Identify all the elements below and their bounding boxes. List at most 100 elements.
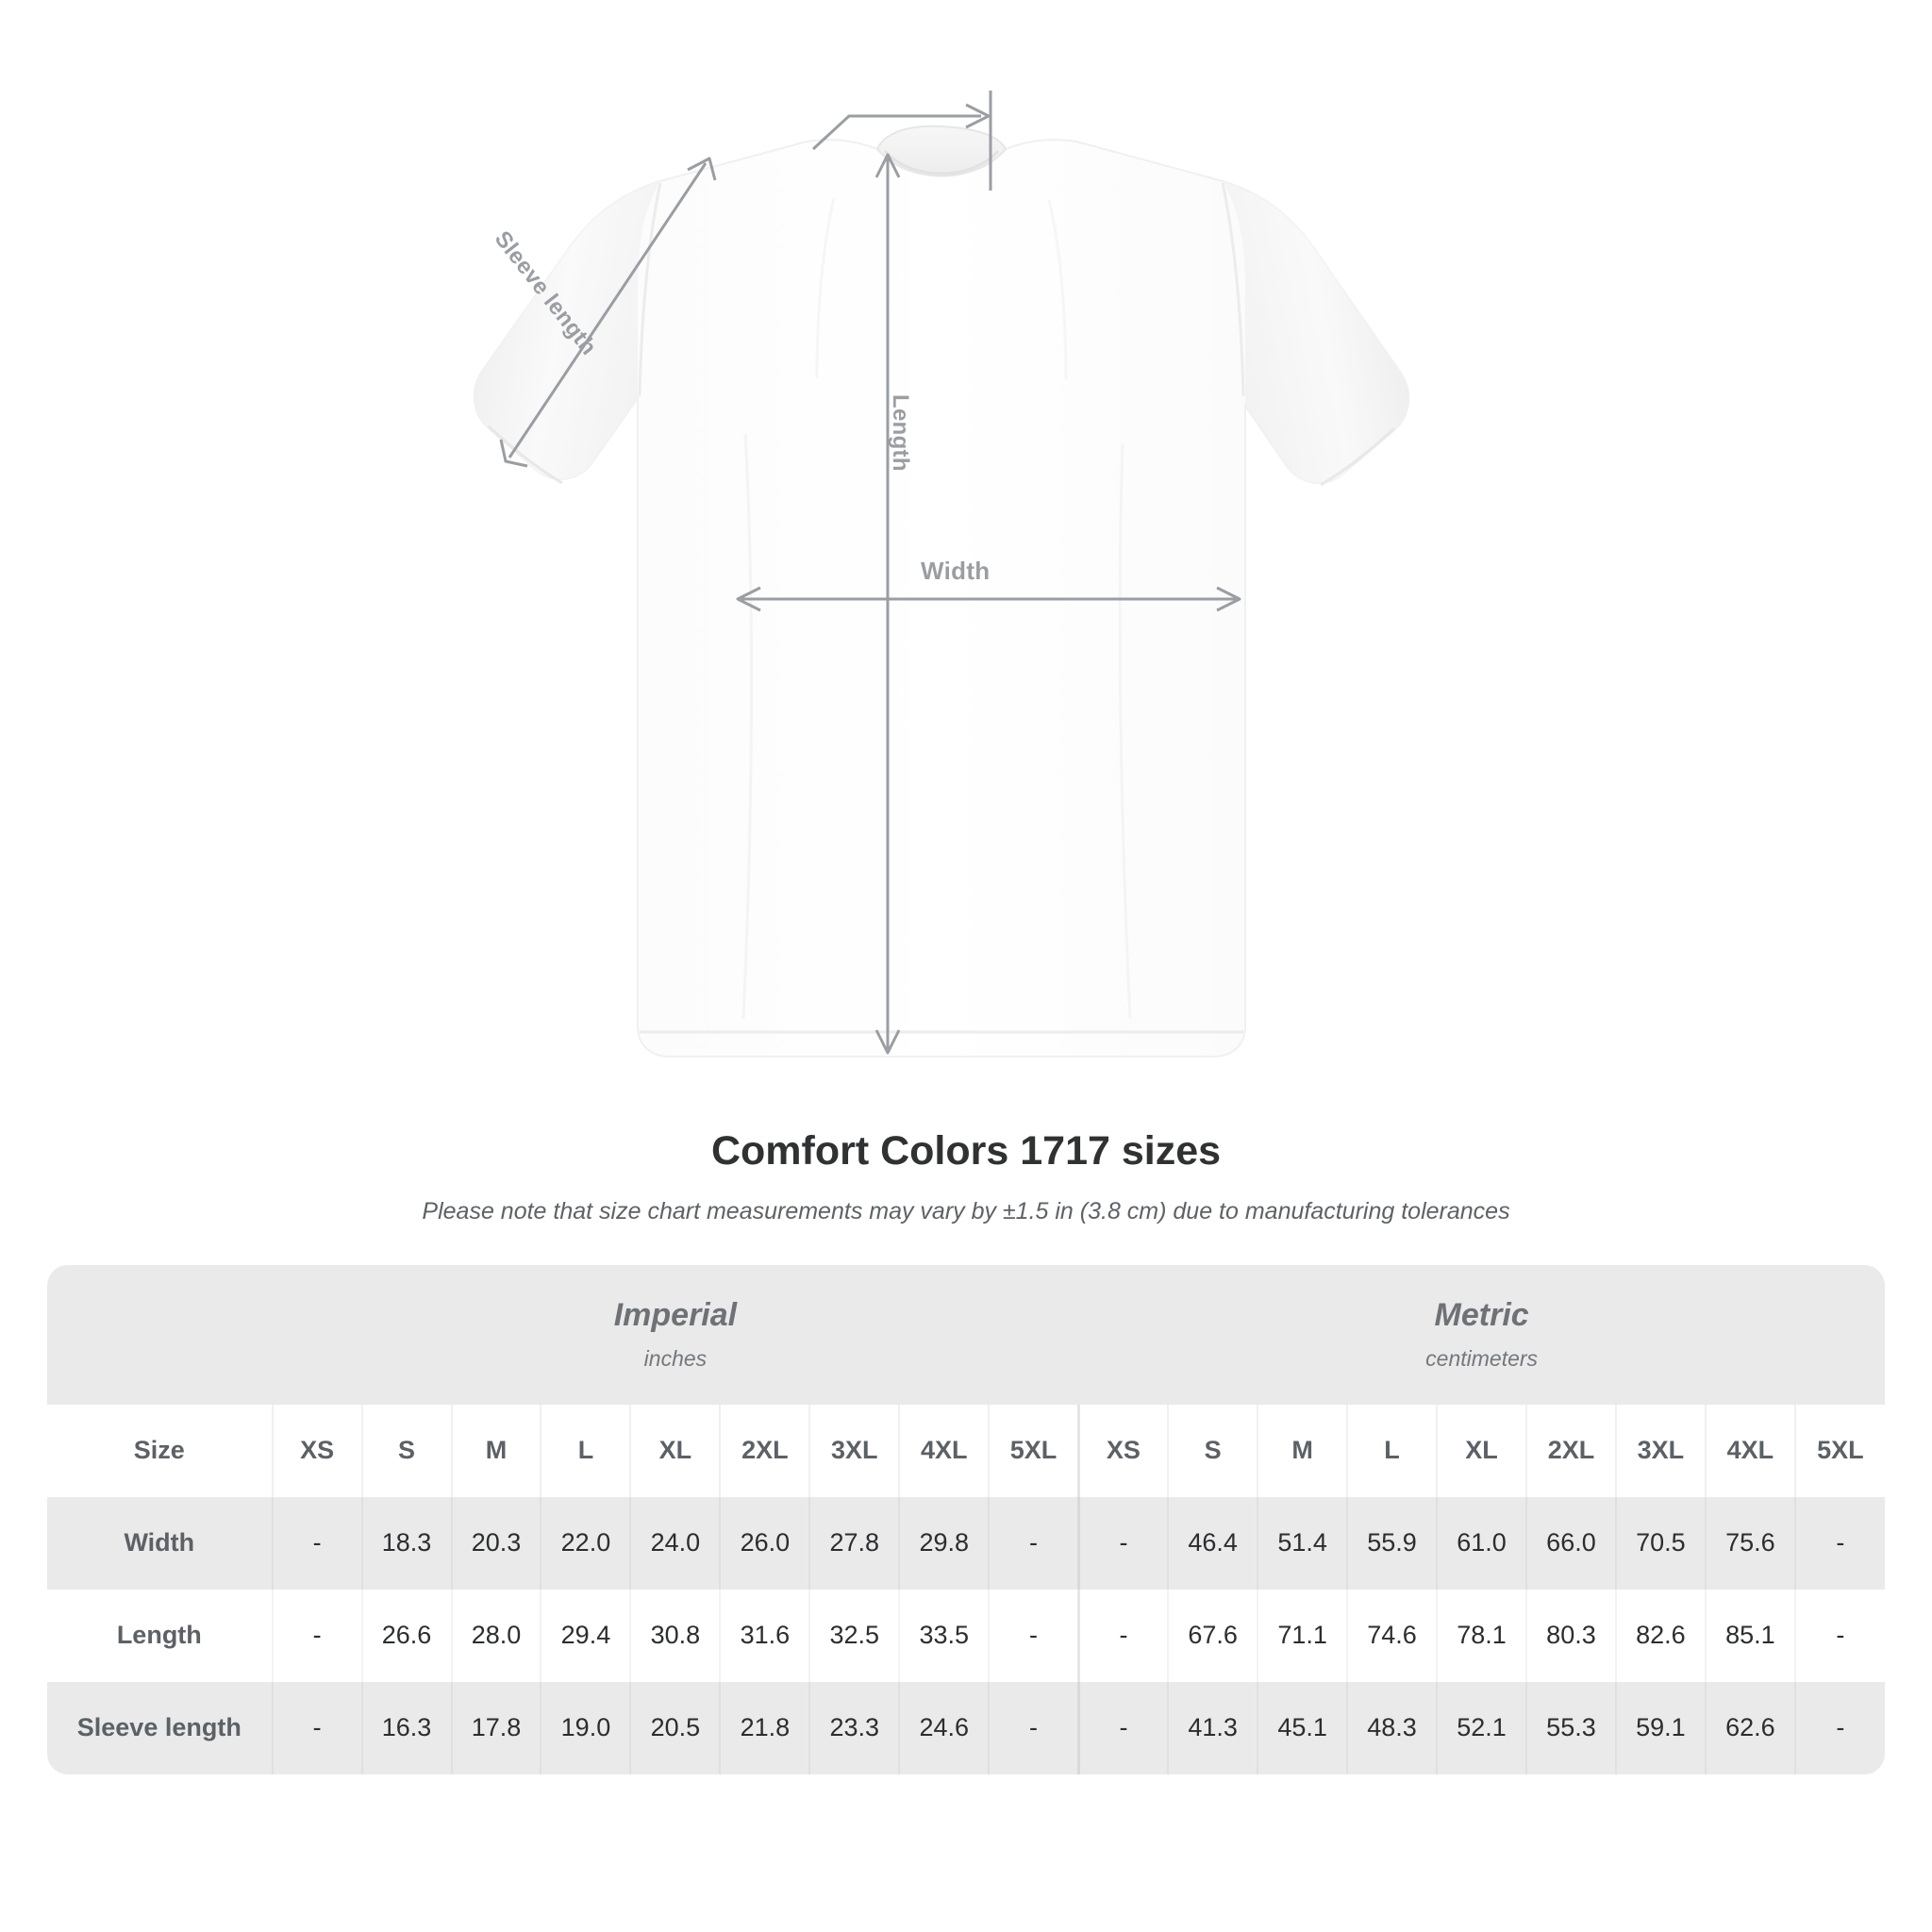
cell-width-imperial-4xl: 29.8	[898, 1496, 990, 1590]
cell-width-imperial-3xl: 27.8	[808, 1496, 900, 1590]
cell-width-metric-xs: -	[1076, 1496, 1169, 1590]
row-label-length: Length	[47, 1589, 273, 1682]
size-header-metric-xs: XS	[1076, 1404, 1169, 1497]
row-label-sleeve-length: Sleeve length	[47, 1681, 273, 1774]
cell-sleeve-imperial-m: 17.8	[450, 1681, 541, 1774]
size-header-imperial-xl: XL	[629, 1404, 721, 1497]
cell-length-imperial-4xl: 33.5	[898, 1589, 990, 1682]
table-row: Width - 18.3 20.3 22.0 24.0 26.0 27.8 29…	[47, 1496, 1885, 1590]
size-header-metric-xl: XL	[1436, 1404, 1526, 1497]
tshirt-illustration	[473, 91, 1410, 1058]
cell-length-metric-3xl: 82.6	[1614, 1589, 1706, 1682]
cell-length-metric-xl: 78.1	[1436, 1589, 1526, 1682]
sleeve-length-arrow	[499, 157, 717, 468]
page-title: Comfort Colors 1717 sizes	[710, 1128, 1222, 1174]
cell-length-imperial-2xl: 31.6	[719, 1589, 810, 1682]
size-chart-header: Comfort Colors 1717 sizes Please note th…	[0, 1127, 1932, 1225]
cell-sleeve-metric-xl: 52.1	[1436, 1681, 1526, 1774]
cell-sleeve-imperial-5xl: -	[988, 1681, 1079, 1774]
cell-sleeve-imperial-xl: 20.5	[629, 1681, 721, 1774]
cell-width-metric-s: 46.4	[1167, 1496, 1258, 1590]
cell-width-metric-m: 51.4	[1257, 1496, 1348, 1590]
cell-sleeve-imperial-4xl: 24.6	[898, 1681, 990, 1774]
unit-group-imperial: Imperial inches	[272, 1264, 1079, 1405]
size-column-header: Size	[47, 1404, 273, 1497]
width-arrow	[736, 586, 1241, 612]
cell-sleeve-metric-3xl: 59.1	[1614, 1681, 1706, 1774]
size-header-metric-3xl: 3XL	[1614, 1404, 1706, 1497]
unit-group-imperial-sub: inches	[643, 1345, 708, 1371]
cell-length-metric-xs: -	[1076, 1589, 1169, 1682]
cell-length-imperial-xl: 30.8	[629, 1589, 721, 1682]
cell-length-metric-l: 74.6	[1346, 1589, 1438, 1682]
tshirt-measurement-diagram: Width Length Sleeve length	[473, 91, 1410, 1058]
cell-sleeve-imperial-xs: -	[271, 1681, 362, 1774]
cell-width-imperial-xl: 24.0	[629, 1496, 721, 1590]
size-chart-table-container: Imperial inches Metric centimeters Size …	[47, 1264, 1885, 1774]
size-header-imperial-m: M	[450, 1404, 541, 1497]
cell-sleeve-metric-xs: -	[1076, 1681, 1169, 1774]
cell-sleeve-imperial-3xl: 23.3	[808, 1681, 900, 1774]
unit-row-spacer	[47, 1264, 273, 1405]
cell-length-imperial-l: 29.4	[540, 1589, 631, 1682]
cell-width-imperial-l: 22.0	[540, 1496, 631, 1590]
cell-sleeve-imperial-s: 16.3	[360, 1681, 452, 1774]
cell-sleeve-imperial-2xl: 21.8	[719, 1681, 810, 1774]
size-header-metric-s: S	[1167, 1404, 1258, 1497]
measurement-annotations	[499, 91, 1241, 1055]
cell-length-metric-2xl: 80.3	[1524, 1589, 1616, 1682]
cell-width-metric-5xl: -	[1793, 1496, 1885, 1590]
cell-length-imperial-3xl: 32.5	[808, 1589, 900, 1682]
cell-sleeve-metric-2xl: 55.3	[1524, 1681, 1616, 1774]
length-dimension-label: Length	[888, 394, 913, 472]
cell-width-metric-xl: 61.0	[1436, 1496, 1526, 1590]
cell-length-imperial-s: 26.6	[360, 1589, 452, 1682]
cell-width-imperial-s: 18.3	[360, 1496, 452, 1590]
size-header-row: Size XS S M L XL 2XL 3XL 4XL 5XL XS S M …	[47, 1404, 1885, 1497]
cell-length-metric-4xl: 85.1	[1704, 1589, 1795, 1682]
size-header-imperial-5xl: 5XL	[988, 1404, 1079, 1497]
size-header-metric-l: L	[1346, 1404, 1438, 1497]
cell-width-imperial-5xl: -	[988, 1496, 1079, 1590]
cell-width-metric-2xl: 66.0	[1524, 1496, 1616, 1590]
cell-sleeve-metric-5xl: -	[1793, 1681, 1885, 1774]
unit-group-imperial-name: Imperial	[613, 1297, 738, 1334]
cell-sleeve-metric-l: 48.3	[1346, 1681, 1438, 1774]
unit-group-metric-name: Metric	[1434, 1297, 1529, 1334]
cell-length-imperial-5xl: -	[988, 1589, 1079, 1682]
size-header-metric-5xl: 5XL	[1793, 1404, 1885, 1497]
cell-sleeve-imperial-l: 19.0	[540, 1681, 631, 1774]
size-header-imperial-3xl: 3XL	[808, 1404, 900, 1497]
shirt-body	[473, 125, 1410, 1058]
cell-width-imperial-2xl: 26.0	[719, 1496, 810, 1590]
length-arrow	[874, 153, 901, 1055]
size-header-metric-m: M	[1257, 1404, 1348, 1497]
size-header-imperial-4xl: 4XL	[898, 1404, 990, 1497]
width-dimension-label: Width	[921, 557, 991, 585]
size-header-metric-2xl: 2XL	[1524, 1404, 1616, 1497]
unit-group-metric: Metric centimeters	[1078, 1264, 1885, 1405]
size-header-imperial-xs: XS	[271, 1404, 362, 1497]
size-chart-table: Imperial inches Metric centimeters Size …	[47, 1264, 1885, 1774]
unit-group-row: Imperial inches Metric centimeters	[47, 1264, 1885, 1405]
size-header-metric-4xl: 4XL	[1704, 1404, 1795, 1497]
shoulder-leader-line	[811, 91, 992, 191]
cell-length-imperial-xs: -	[271, 1589, 362, 1682]
cell-length-metric-m: 71.1	[1257, 1589, 1348, 1682]
size-header-imperial-s: S	[360, 1404, 452, 1497]
cell-sleeve-metric-4xl: 62.6	[1704, 1681, 1795, 1774]
cell-length-metric-s: 67.6	[1167, 1589, 1258, 1682]
cell-sleeve-metric-s: 41.3	[1167, 1681, 1258, 1774]
cell-width-metric-4xl: 75.6	[1704, 1496, 1795, 1590]
cell-length-imperial-m: 28.0	[450, 1589, 541, 1682]
cell-length-metric-5xl: -	[1793, 1589, 1885, 1682]
tolerance-note: Please note that size chart measurements…	[422, 1197, 1510, 1224]
cell-width-imperial-m: 20.3	[450, 1496, 541, 1590]
cell-width-imperial-xs: -	[271, 1496, 362, 1590]
cell-sleeve-metric-m: 45.1	[1257, 1681, 1348, 1774]
table-row: Sleeve length - 16.3 17.8 19.0 20.5 21.8…	[47, 1681, 1885, 1774]
size-header-imperial-l: L	[540, 1404, 631, 1497]
size-header-imperial-2xl: 2XL	[719, 1404, 810, 1497]
table-row: Length - 26.6 28.0 29.4 30.8 31.6 32.5 3…	[47, 1589, 1885, 1682]
unit-group-metric-sub: centimeters	[1425, 1345, 1539, 1371]
